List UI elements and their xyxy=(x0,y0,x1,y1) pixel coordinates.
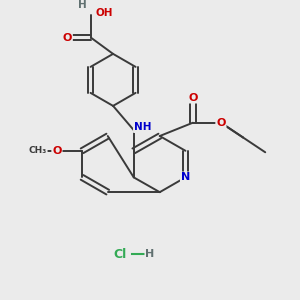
Text: Cl: Cl xyxy=(114,248,127,261)
Text: O: O xyxy=(188,93,197,103)
Text: O: O xyxy=(52,146,62,156)
Text: N: N xyxy=(181,172,190,182)
Text: OH: OH xyxy=(95,8,113,17)
Text: H: H xyxy=(146,249,154,259)
Text: H: H xyxy=(78,0,86,10)
Text: NH: NH xyxy=(134,122,152,132)
Text: O: O xyxy=(63,33,72,43)
Text: CH₃: CH₃ xyxy=(28,146,47,155)
Text: O: O xyxy=(216,118,226,128)
